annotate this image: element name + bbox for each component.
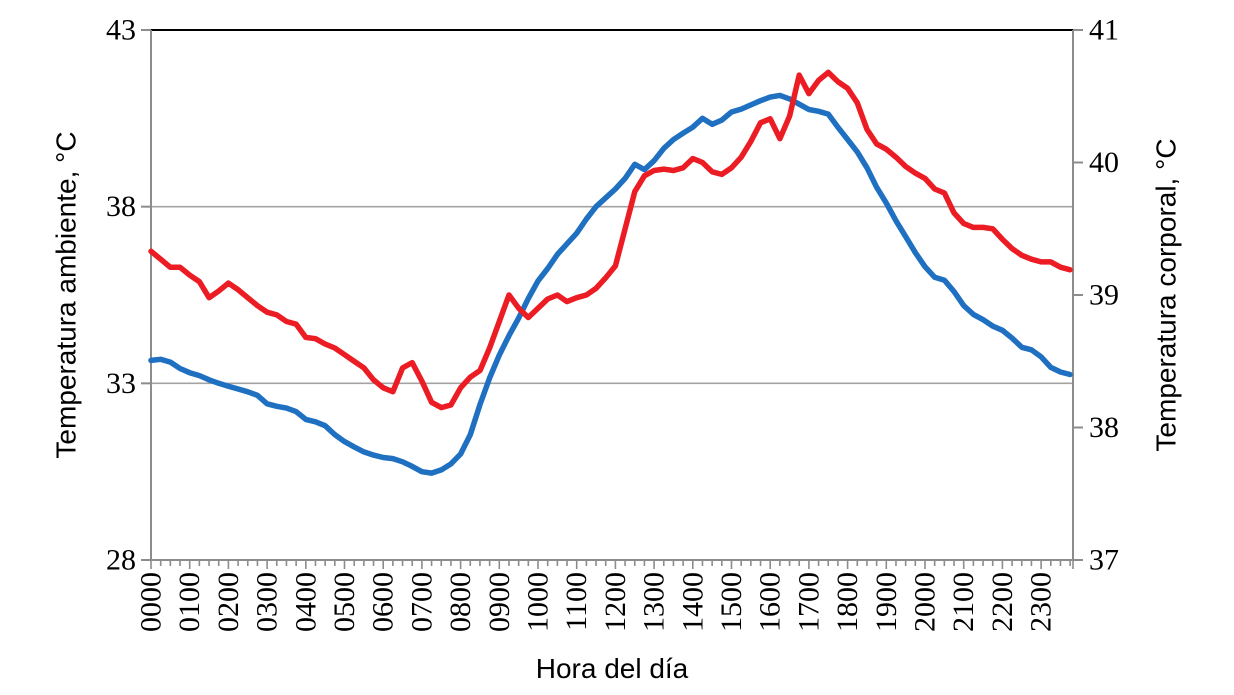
right-axis-tick-label: 39	[1089, 279, 1119, 312]
x-axis-tick-label: 2000	[909, 572, 942, 632]
x-axis-tick-label: 0100	[173, 572, 206, 632]
x-axis-tick-label: 1400	[676, 572, 709, 632]
left-axis-tick-label: 33	[106, 367, 136, 400]
x-axis-tick-label: 2200	[986, 572, 1019, 632]
x-axis-tick-label: 1900	[870, 572, 903, 632]
x-axis-tick-label: 0500	[328, 572, 361, 632]
gridlines	[151, 29, 1073, 385]
left-axis-title: Temperatura ambiente, °C	[51, 131, 82, 458]
x-axis-tick-label: 0900	[483, 572, 516, 632]
right-axis-title: Temperatura corporal, °C	[1151, 138, 1182, 451]
right-axis-tick-label: 37	[1089, 544, 1119, 577]
left-axis-tick-label: 38	[106, 190, 136, 223]
right-axis-tick-label: 41	[1089, 14, 1119, 47]
series-line-corporal	[148, 69, 1073, 411]
x-axis-tick-label: 0700	[405, 572, 438, 632]
x-axis-tick-label: 1700	[792, 572, 825, 632]
x-axis-tick-label: 1000	[522, 572, 555, 632]
x-axis-tick-label: 1600	[754, 572, 787, 632]
right-axis-tick-label: 38	[1089, 411, 1119, 444]
x-axis-tick-label: 0200	[212, 572, 245, 632]
x-axis-tick-label: 1100	[560, 572, 593, 631]
axes	[141, 29, 1083, 569]
x-axis-tick-label: 0400	[289, 572, 322, 632]
x-axis-title: Hora del día	[536, 653, 689, 684]
tick-labels: 28 33 38 43 37 38 39 40 41 0000 0100 0200 0300 0400 05…	[106, 14, 1119, 633]
x-axis-tick-label: 0300	[251, 572, 284, 632]
series-lines	[148, 69, 1073, 476]
x-axis-tick-label: 2300	[1025, 572, 1058, 632]
x-axis-tick-label: 1300	[638, 572, 671, 632]
x-axis-tick-label: 2100	[947, 572, 980, 632]
series-line-ambiente	[148, 92, 1073, 476]
left-axis-tick-label: 28	[106, 544, 136, 577]
left-axis-tick-label: 43	[106, 14, 136, 47]
right-axis-tick-label: 40	[1089, 146, 1119, 179]
x-axis-tick-label: 0800	[444, 572, 477, 632]
x-axis-tick-label: 1500	[715, 572, 748, 632]
x-axis-tick-label: 0000	[135, 572, 168, 632]
x-axis-tick-label: 0600	[367, 572, 400, 632]
x-axis-tick-label: 1800	[831, 572, 864, 632]
x-axis-tick-label: 1200	[599, 572, 632, 632]
